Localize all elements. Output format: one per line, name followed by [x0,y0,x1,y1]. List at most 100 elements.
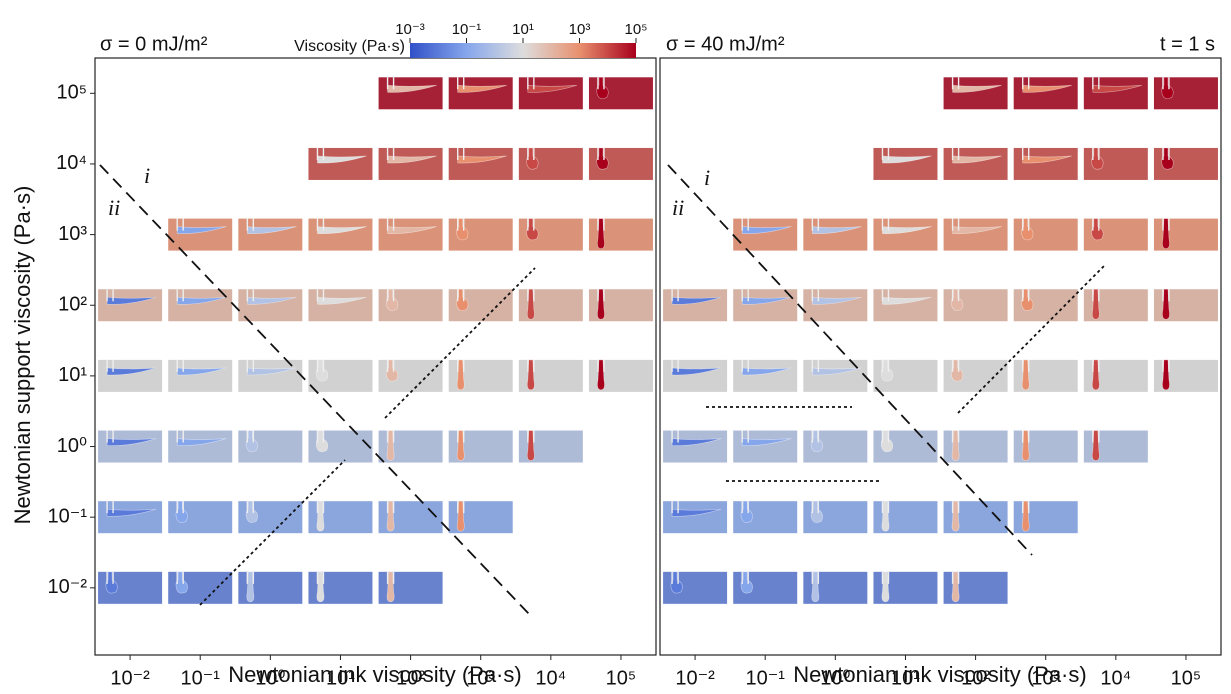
cell [663,360,727,392]
cell [733,360,797,392]
y-tick-label: 10¹ [58,364,87,386]
cell [873,219,937,251]
cell [1084,219,1148,251]
x-tick-label: 10⁴ [535,667,566,689]
cell [1154,148,1218,180]
cell [449,219,513,251]
annotation: ii [108,195,120,220]
cell [663,431,727,463]
annotation: i [144,163,150,188]
cell [238,289,302,321]
cell [873,501,937,533]
x-tick-label: 10² [961,667,990,689]
cell [944,431,1008,463]
cell [308,501,372,533]
x-tick-label: 10³ [466,667,495,689]
colorbar-tick-label: 10⁵ [625,21,648,38]
cell [98,572,162,604]
colorbar-tick-label: 10¹ [512,21,534,38]
cell [1014,431,1078,463]
cell [1084,431,1148,463]
cell [1154,77,1218,109]
cell [803,431,867,463]
cell [873,289,937,321]
cell [519,77,583,109]
x-tick-label: 10⁻² [110,667,150,689]
cell [589,148,653,180]
x-tick-label: 10³ [1031,667,1060,689]
cell [379,501,443,533]
y-tick-label: 10⁵ [56,82,87,104]
cell [1084,77,1148,109]
cell [944,360,1008,392]
colorbar [410,43,636,58]
cell [803,219,867,251]
cell [944,77,1008,109]
cell [238,219,302,251]
cell [449,360,513,392]
cell [733,431,797,463]
x-tick-label: 10¹ [326,667,355,689]
y-axis-label: Newtonian support viscosity (Pa·s) [10,186,35,525]
x-tick-label: 10⁻¹ [180,667,220,689]
cell [238,572,302,604]
cell [733,572,797,604]
cell [308,219,372,251]
cell [663,289,727,321]
cell [519,431,583,463]
cell [1014,77,1078,109]
colorbar-tick-label: 10³ [569,21,591,38]
cell [449,289,513,321]
cell [589,219,653,251]
cell [1014,148,1078,180]
cell [803,360,867,392]
colorbar-label: Viscosity (Pa·s) [294,38,405,55]
cell [308,148,372,180]
cell [1154,219,1218,251]
cell [873,431,937,463]
y-tick-label: 10³ [58,223,87,245]
cell [589,360,653,392]
cell [944,572,1008,604]
colorbar-tick-label: 10⁻³ [395,21,425,38]
time-label: t = 1 s [1160,33,1215,55]
colorbar-tick-label: 10⁻¹ [452,21,482,38]
cell [803,501,867,533]
y-tick-label: 10⁰ [57,435,87,457]
y-tick-label: 10² [58,294,87,316]
cell [449,501,513,533]
cell [98,360,162,392]
cell [379,360,443,392]
cell [1014,289,1078,321]
cell [519,148,583,180]
cell [168,360,232,392]
x-tick-label: 10⁴ [1100,667,1131,689]
cell [379,572,443,604]
cell [1084,360,1148,392]
x-tick-label: 10² [396,667,425,689]
cell [308,360,372,392]
annotation: ii [672,195,684,220]
cell [873,572,937,604]
x-tick-label: 10⁵ [1171,667,1202,689]
cell [1154,360,1218,392]
cell [519,219,583,251]
cell [873,148,937,180]
cell [1154,289,1218,321]
cell [379,77,443,109]
cell [944,289,1008,321]
cell [589,77,653,109]
cell [379,431,443,463]
cell [238,431,302,463]
cell [803,289,867,321]
cell [238,501,302,533]
x-tick-label: 10⁻² [675,667,715,689]
cell [308,572,372,604]
annotation: i [704,165,710,190]
cell [589,289,653,321]
cell [944,219,1008,251]
cell [1014,501,1078,533]
cell [168,431,232,463]
cell [379,148,443,180]
cell [944,148,1008,180]
